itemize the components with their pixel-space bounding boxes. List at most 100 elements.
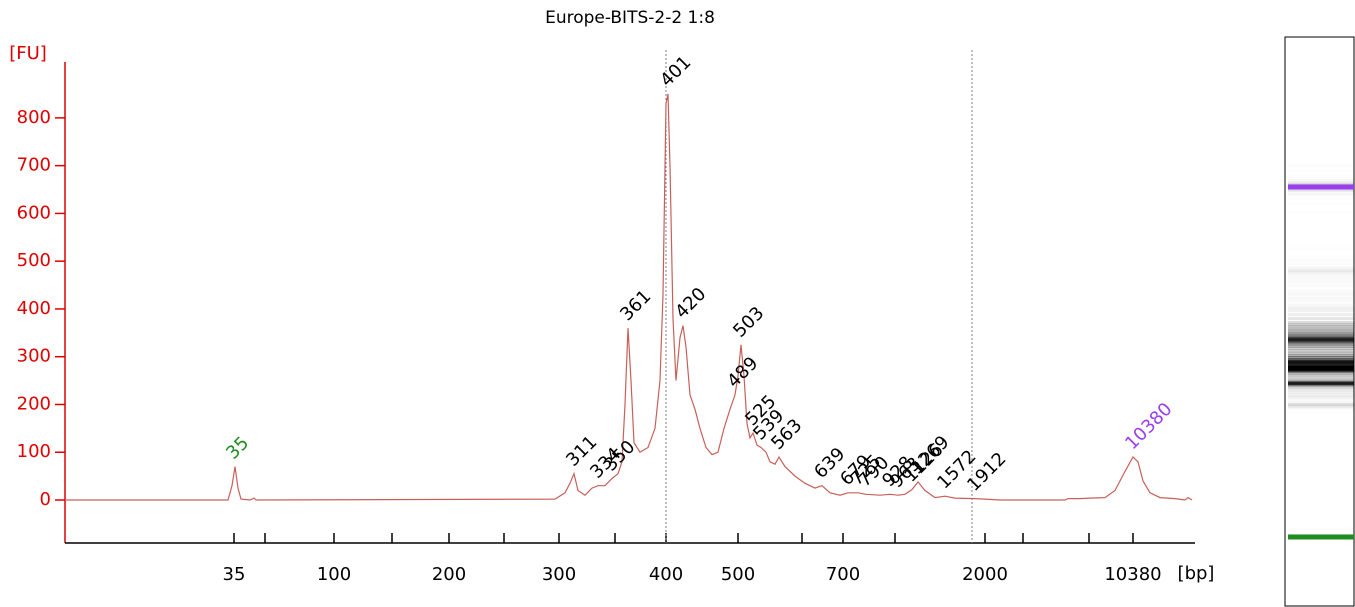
peak-label: 35	[222, 433, 253, 464]
gel-band	[1288, 269, 1354, 273]
chart-title: Europe-BITS-2-2 1:8	[545, 8, 715, 28]
gel-band	[1288, 336, 1354, 340]
gel-band	[1288, 331, 1354, 335]
gel-band	[1288, 404, 1354, 408]
gel-band	[1288, 196, 1354, 199]
gel-band	[1288, 349, 1354, 353]
peak-label: 503	[729, 303, 768, 342]
peak-label: 361	[616, 286, 655, 325]
trace-line	[65, 93, 1193, 501]
gel-band	[1288, 271, 1354, 275]
x-tick-label: 500	[721, 564, 755, 585]
x-tick-label: 300	[542, 564, 576, 585]
y-tick-label: 300	[17, 346, 51, 367]
y-tick-label: 400	[17, 298, 51, 319]
gel-band	[1288, 363, 1354, 367]
gel-band	[1288, 601, 1354, 604]
gel-band	[1288, 300, 1354, 303]
gel-band	[1288, 347, 1354, 351]
y-tick-label: 0	[40, 489, 51, 510]
gel-marker-band	[1288, 184, 1354, 190]
gel-band	[1288, 391, 1354, 395]
y-tick-label: 800	[17, 107, 51, 128]
y-tick-label: 600	[17, 202, 51, 223]
gel-marker-band	[1288, 534, 1354, 540]
gel-band	[1288, 379, 1354, 383]
gel-band	[1288, 357, 1354, 361]
y-tick-label: 200	[17, 393, 51, 414]
x-tick-label: 200	[432, 564, 466, 585]
x-tick-label: 35	[223, 564, 246, 585]
gel-band	[1288, 328, 1354, 332]
gel-band	[1288, 324, 1354, 328]
gel-band	[1288, 380, 1354, 384]
x-axis-label: [bp]	[1178, 563, 1215, 584]
gel-band	[1288, 243, 1354, 246]
gel-band	[1288, 211, 1354, 214]
gel-band	[1288, 333, 1354, 337]
gel-band	[1288, 277, 1354, 280]
x-tick-label: 400	[649, 564, 683, 585]
gel-band	[1288, 274, 1354, 277]
peak-label: 489	[723, 353, 762, 392]
gel-band	[1288, 255, 1354, 258]
x-tick-label: 10380	[1104, 564, 1161, 585]
gel-band	[1288, 175, 1354, 178]
y-tick-label: 500	[17, 250, 51, 271]
gel-band	[1288, 179, 1354, 182]
gel-band	[1288, 296, 1354, 299]
gel-band	[1288, 192, 1354, 196]
peak-label: 401	[656, 52, 695, 91]
gel-band	[1288, 247, 1354, 250]
gel-band	[1288, 374, 1354, 378]
gel-band	[1288, 396, 1354, 400]
gel-band	[1288, 317, 1354, 321]
gel-band	[1288, 266, 1354, 270]
gel-band	[1288, 388, 1354, 392]
gel-band	[1288, 359, 1354, 363]
gel-band	[1288, 306, 1354, 310]
gel-band	[1288, 202, 1354, 205]
peak-label: 420	[671, 284, 710, 323]
gel-band	[1288, 411, 1354, 414]
gel-band	[1288, 206, 1354, 209]
gel-band	[1288, 163, 1354, 166]
gel-band	[1288, 188, 1354, 192]
peak-label: 10380	[1121, 399, 1176, 454]
gel-band	[1288, 334, 1354, 338]
gel-band	[1288, 399, 1354, 402]
gel-band	[1288, 527, 1354, 530]
gel-band	[1288, 323, 1354, 327]
gel-band	[1288, 371, 1354, 375]
gel-band	[1288, 284, 1354, 287]
gel-band	[1288, 377, 1354, 381]
gel-band	[1288, 330, 1354, 334]
gel-band	[1288, 386, 1354, 390]
gel-band	[1288, 309, 1354, 313]
y-tick-label: 100	[17, 441, 51, 462]
gel-band	[1288, 351, 1354, 355]
gel-band	[1288, 393, 1354, 397]
gel-band	[1288, 335, 1354, 339]
y-axis-label: [FU]	[9, 43, 47, 64]
gel-band	[1288, 326, 1354, 330]
gel-band	[1288, 403, 1354, 407]
gel-band	[1288, 169, 1354, 172]
gel-band	[1288, 181, 1354, 185]
gel-band	[1288, 384, 1354, 388]
gel-band	[1288, 303, 1354, 306]
gel-band	[1288, 263, 1354, 266]
gel-band	[1288, 356, 1354, 360]
gel-band	[1288, 289, 1354, 292]
x-tick-label: 100	[317, 564, 351, 585]
x-tick-label: 2000	[962, 564, 1008, 585]
gel-band	[1288, 237, 1354, 240]
gel-band	[1288, 313, 1354, 317]
gel-band	[1288, 354, 1354, 358]
gel-band	[1288, 342, 1354, 346]
gel-band	[1288, 293, 1354, 296]
gel-band	[1288, 280, 1354, 283]
y-tick-label: 700	[17, 155, 51, 176]
gel-band	[1288, 401, 1354, 405]
